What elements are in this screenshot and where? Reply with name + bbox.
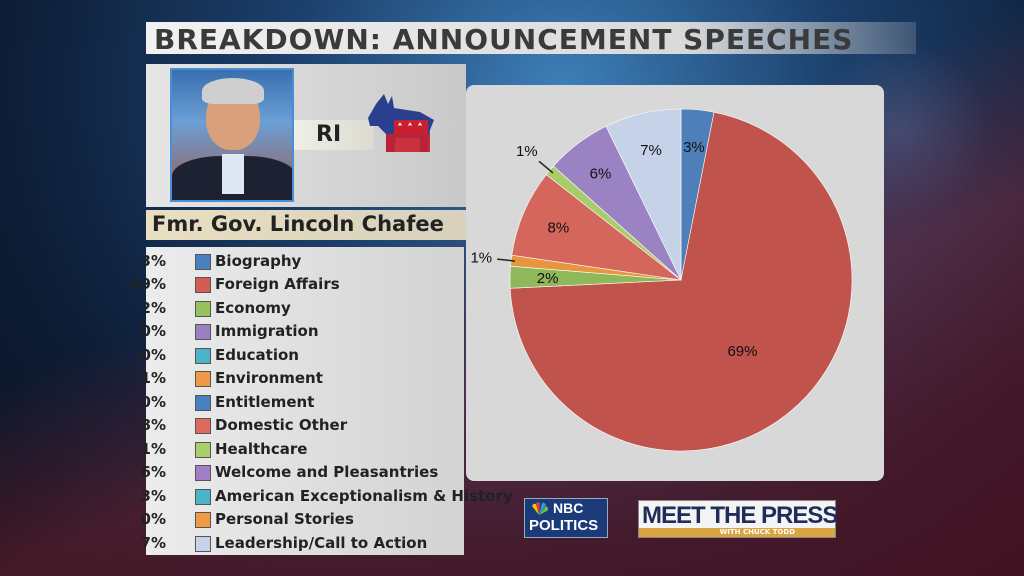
photo-shirt [222, 154, 244, 194]
state-tag: RI [294, 120, 374, 150]
name-bar: Fmr. Gov. Lincoln Chafee [146, 210, 466, 240]
legend-label: Biography [215, 252, 302, 270]
legend-pct: 3% [140, 487, 166, 505]
legend-pct: 1% [140, 369, 166, 387]
legend-item: 69% Foreign Affairs [130, 274, 464, 296]
mtp-subtitle: WITH CHUCK TODD [639, 528, 835, 537]
legend-swatch [195, 465, 211, 481]
legend-swatch [195, 489, 211, 505]
chart-panel: 3% 69% 2% 1% 8% 1% 6% 7% [466, 85, 884, 481]
legend-label: Environment [215, 369, 323, 387]
peacock-icon [532, 502, 548, 515]
slice-label: 3% [683, 139, 705, 156]
legend-item: 6% Welcome and Pleasantries [141, 462, 464, 484]
legend-swatch [195, 395, 211, 411]
democratic-donkey-icon [368, 94, 434, 152]
legend-item: 0% Education [141, 345, 464, 367]
legend-item: 2% Economy [141, 298, 464, 320]
legend-pct: 0% [140, 322, 166, 340]
legend-item: 8% Domestic Other [141, 415, 464, 437]
meet-the-press-logo: MEET THE PRESS WITH CHUCK TODD [638, 500, 838, 538]
legend-pct: 2% [140, 299, 166, 317]
slice-label: 6% [590, 166, 612, 183]
legend-label: Education [215, 346, 299, 364]
legend-label: Foreign Affairs [215, 275, 340, 293]
legend-swatch [195, 442, 211, 458]
legend-pct: 8% [140, 416, 166, 434]
legend-swatch [195, 277, 211, 293]
slice-label: 2% [537, 270, 559, 287]
legend-pct: 1% [140, 440, 166, 458]
photo-hair [202, 78, 264, 104]
legend-pct: 6% [140, 463, 166, 481]
mtp-sub-text: WITH CHUCK TODD [719, 528, 795, 536]
legend-panel: 3% Biography 69% Foreign Affairs 2% Economy… [130, 247, 513, 555]
legend-pct: 7% [140, 534, 166, 552]
legend-swatch [195, 324, 211, 340]
legend-swatch [195, 512, 211, 528]
legend-item: 0% Personal Stories [141, 509, 464, 531]
legend-item: 0% Immigration [141, 321, 464, 343]
legend-swatch [195, 301, 211, 317]
legend-label: Personal Stories [215, 510, 354, 528]
legend-label: Economy [215, 299, 291, 317]
legend-swatch [195, 348, 211, 364]
legend-label: Healthcare [215, 440, 308, 458]
page-title: BREAKDOWN: ANNOUNCEMENT SPEECHES [154, 23, 854, 56]
legend-label: Domestic Other [215, 416, 348, 434]
legend-swatch [195, 536, 211, 552]
title-bar: BREAKDOWN: ANNOUNCEMENT SPEECHES [146, 22, 916, 56]
legend-swatch [195, 371, 211, 387]
mtp-title: MEET THE PRESS [642, 502, 838, 529]
pie-slice [511, 174, 683, 281]
legend-pct: 69% [130, 275, 166, 293]
slice-label: 69% [727, 343, 757, 360]
legend-item: 7% Leadership/Call to Action [141, 533, 464, 555]
slice-label: 7% [640, 142, 662, 159]
legend-label: Immigration [215, 322, 319, 340]
leader-line [497, 258, 516, 262]
legend-pct: 3% [140, 252, 166, 270]
legend-label: Entitlement [215, 393, 315, 411]
slice-label: 1% [516, 143, 538, 160]
legend-swatch [195, 254, 211, 270]
legend-label: American Exceptionalism & History [215, 487, 513, 505]
slice-label: 1% [470, 249, 492, 266]
legend-item: 1% Environment [141, 368, 464, 390]
legend-pct: 0% [140, 346, 166, 364]
legend-item: 3% Biography [141, 251, 464, 273]
legend-label: Leadership/Call to Action [215, 534, 428, 552]
state-label: RI [316, 122, 342, 147]
slice-label: 8% [548, 219, 570, 236]
politics-label: POLITICS [529, 517, 599, 534]
legend-item: 3% American Exceptionalism & History [141, 486, 513, 508]
nbc-label: NBC [553, 500, 584, 516]
legend-item: 0% Entitlement [141, 392, 464, 414]
candidate-name: Fmr. Gov. Lincoln Chafee [152, 212, 444, 236]
nbc-politics-logo: NBC POLITICS [524, 498, 608, 538]
candidate-photo [170, 68, 294, 202]
pie-slice [605, 108, 682, 281]
legend-pct: 0% [140, 393, 166, 411]
legend-swatch [195, 418, 211, 434]
legend-pct: 0% [140, 510, 166, 528]
legend-label: Welcome and Pleasantries [215, 463, 439, 481]
pie-slice [509, 111, 853, 452]
leader-line [538, 160, 554, 174]
pie-chart: 3% 69% 2% 1% 8% 1% 6% 7% [470, 108, 853, 452]
legend-item: 1% Healthcare [141, 439, 464, 461]
